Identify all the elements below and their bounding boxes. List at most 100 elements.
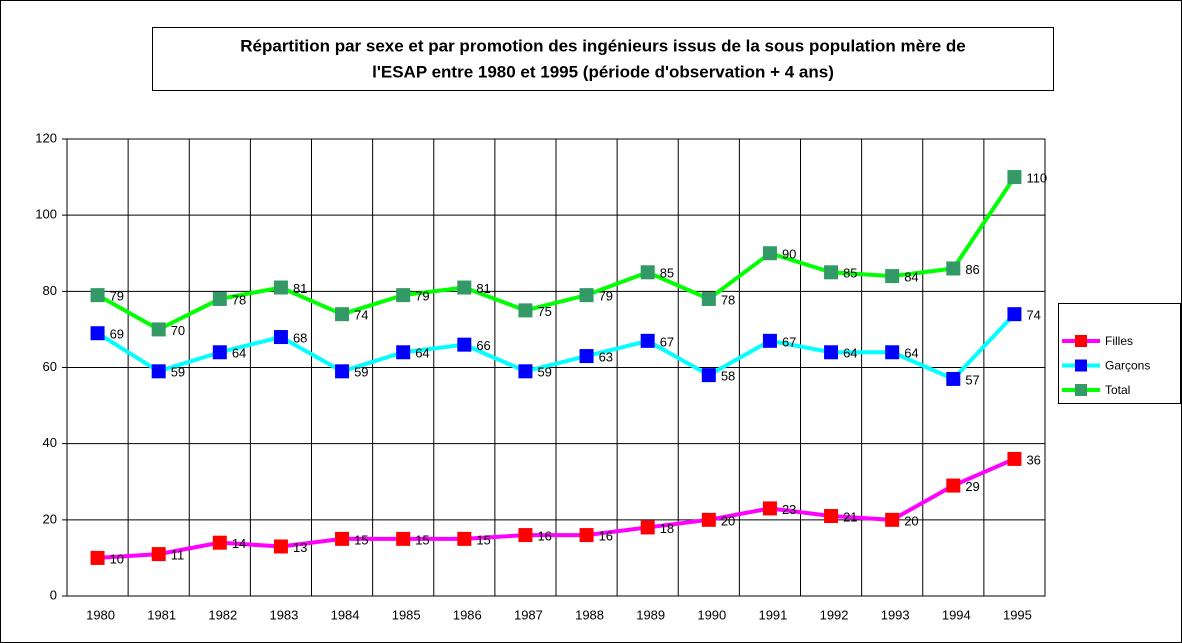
marker [946, 478, 961, 493]
data-label: 59 [537, 365, 551, 380]
data-label: 10 [110, 551, 124, 566]
data-label: 23 [782, 502, 796, 517]
data-label: 81 [476, 281, 490, 296]
legend-label: Filles [1105, 334, 1133, 348]
data-label: 79 [415, 289, 429, 304]
marker [885, 345, 900, 360]
marker [335, 531, 350, 546]
marker [396, 288, 411, 303]
marker [90, 550, 105, 565]
data-label: 64 [843, 346, 857, 361]
data-label: 68 [293, 330, 307, 345]
marker [518, 364, 533, 379]
y-tick-label: 40 [43, 435, 57, 450]
marker [273, 330, 288, 345]
marker [1007, 451, 1022, 466]
data-label: 74 [354, 308, 368, 323]
legend-label: Total [1105, 383, 1130, 397]
data-label: 85 [843, 266, 857, 281]
marker [946, 261, 961, 276]
marker [212, 535, 227, 550]
data-label: 67 [660, 334, 674, 349]
marker [579, 528, 594, 543]
marker [701, 368, 716, 383]
marker [396, 531, 411, 546]
marker [273, 280, 288, 295]
data-label: 15 [354, 532, 368, 547]
data-label: 16 [537, 529, 551, 544]
data-label: 20 [904, 513, 918, 528]
marker [579, 349, 594, 364]
title-box [152, 27, 1054, 91]
x-tick-label: 1983 [269, 607, 298, 622]
data-label: 18 [660, 521, 674, 536]
marker [946, 371, 961, 386]
series-line [96, 175, 1017, 332]
marker [457, 531, 472, 546]
marker [885, 269, 900, 284]
marker [335, 364, 350, 379]
series-line [96, 312, 1016, 382]
x-tick-label: 1984 [331, 607, 360, 622]
data-label: 67 [782, 334, 796, 349]
data-label: 79 [110, 289, 124, 304]
marker [90, 326, 105, 341]
data-label: 15 [415, 532, 429, 547]
x-tick-label: 1992 [820, 607, 849, 622]
x-tick-label: 1987 [514, 607, 543, 622]
data-label: 59 [354, 365, 368, 380]
marker [273, 539, 288, 554]
marker [701, 512, 716, 527]
x-tick-label: 1993 [881, 607, 910, 622]
x-tick-label: 1982 [208, 607, 237, 622]
data-label: 64 [232, 346, 246, 361]
data-label: 11 [171, 548, 185, 563]
y-tick-label: 0 [50, 587, 57, 602]
data-label: 69 [110, 327, 124, 342]
marker [151, 364, 166, 379]
marker [885, 512, 900, 527]
data-label: 36 [1026, 452, 1040, 467]
y-tick-label: 20 [43, 511, 57, 526]
marker [762, 333, 777, 348]
data-label: 85 [660, 266, 674, 281]
marker [151, 322, 166, 337]
data-label: 20 [721, 513, 735, 528]
marker [335, 307, 350, 322]
data-label: 79 [599, 289, 613, 304]
data-label: 74 [1026, 308, 1040, 323]
marker [640, 333, 655, 348]
x-tick-label: 1986 [453, 607, 482, 622]
data-label: 75 [537, 304, 551, 319]
x-tick-label: 1991 [758, 607, 787, 622]
data-label: 59 [171, 365, 185, 380]
marker [762, 246, 777, 261]
data-label: 64 [904, 346, 918, 361]
x-tick-label: 1989 [636, 607, 665, 622]
marker [824, 345, 839, 360]
marker [212, 345, 227, 360]
marker [762, 501, 777, 516]
marker [518, 303, 533, 318]
marker [1007, 307, 1022, 322]
y-tick-label: 60 [43, 359, 57, 374]
marker [457, 337, 472, 352]
marker [151, 547, 166, 562]
data-label: 14 [232, 536, 246, 551]
x-tick-label: 1981 [147, 607, 176, 622]
data-label: 13 [293, 540, 307, 555]
marker [824, 265, 839, 280]
marker [212, 291, 227, 306]
chart-title: l'ESAP entre 1980 et 1995 (période d'obs… [372, 62, 834, 81]
data-label: 78 [232, 292, 246, 307]
x-tick-label: 1985 [392, 607, 421, 622]
marker [824, 509, 839, 524]
data-label: 84 [904, 270, 918, 285]
data-label: 21 [843, 509, 857, 524]
data-label: 90 [782, 247, 796, 262]
data-label: 64 [415, 346, 429, 361]
marker [457, 280, 472, 295]
series-line [97, 457, 1016, 560]
data-label: 86 [965, 262, 979, 277]
